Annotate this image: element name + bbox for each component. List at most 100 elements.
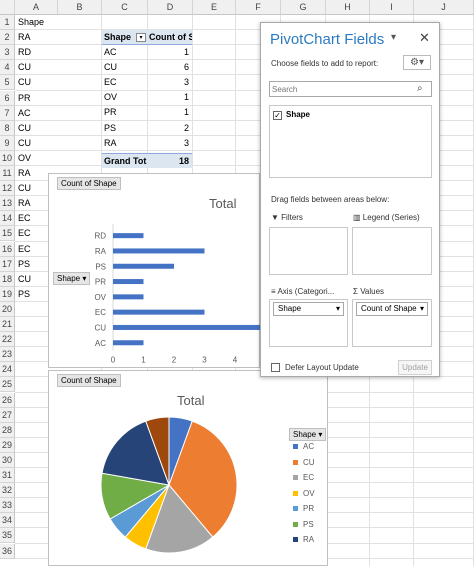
column-header[interactable]: A: [15, 0, 58, 15]
cell-a[interactable]: CU: [18, 77, 31, 88]
column-header[interactable]: J: [414, 0, 474, 15]
cell-a[interactable]: PR: [18, 92, 31, 103]
cell-a[interactable]: EC: [18, 228, 31, 239]
pivot-row-count[interactable]: 6: [183, 62, 189, 73]
row-header[interactable]: 17: [0, 256, 15, 272]
row-header[interactable]: 15: [0, 226, 15, 242]
row-header[interactable]: 35: [0, 528, 15, 544]
row-header[interactable]: 27: [0, 407, 15, 423]
row-header[interactable]: 30: [0, 452, 15, 468]
row-header[interactable]: 25: [0, 377, 15, 393]
filters-drop-area[interactable]: [269, 227, 348, 275]
row-header[interactable]: 20: [0, 301, 15, 317]
pie-legend-field-button[interactable]: Shape ▾: [289, 428, 327, 441]
cell-a[interactable]: RA: [18, 198, 31, 209]
row-header[interactable]: 24: [0, 362, 15, 378]
row-header[interactable]: 22: [0, 332, 15, 348]
row-header[interactable]: 19: [0, 286, 15, 302]
pivot-row-label[interactable]: OV: [104, 92, 118, 103]
row-header[interactable]: 2: [0, 30, 15, 46]
column-header[interactable]: B: [58, 0, 102, 15]
pivot-row-label[interactable]: PR: [104, 107, 117, 118]
pivot-row-label[interactable]: RA: [104, 137, 117, 148]
row-header[interactable]: 18: [0, 271, 15, 287]
row-header[interactable]: 21: [0, 317, 15, 333]
select-all-corner[interactable]: [0, 0, 15, 15]
cell-a[interactable]: AC: [18, 107, 31, 118]
panel-options-chevron-icon[interactable]: ▾: [391, 32, 397, 43]
row-header[interactable]: 33: [0, 498, 15, 514]
row-header[interactable]: 29: [0, 437, 15, 453]
cell-a[interactable]: RA: [18, 32, 31, 43]
update-button[interactable]: Update: [398, 360, 432, 375]
values-drop-area[interactable]: Count of Shape ▾: [352, 299, 432, 347]
row-header[interactable]: 10: [0, 150, 15, 166]
row-header[interactable]: 36: [0, 543, 15, 559]
pivot-row-count[interactable]: 3: [183, 137, 189, 148]
cell-a[interactable]: EC: [18, 243, 31, 254]
filter-dropdown-icon[interactable]: ▾: [136, 33, 146, 42]
row-header[interactable]: 1: [0, 15, 15, 31]
column-header[interactable]: F: [236, 0, 281, 15]
shape-field-label[interactable]: Shape: [286, 110, 311, 119]
pivot-row-count[interactable]: 1: [183, 107, 189, 118]
pivot-row-count[interactable]: 3: [183, 77, 189, 88]
close-icon[interactable]: ✕: [419, 30, 430, 45]
pivot-row-label[interactable]: AC: [104, 47, 117, 57]
column-header[interactable]: E: [193, 0, 236, 15]
cell-a[interactable]: CU: [18, 122, 31, 133]
column-header[interactable]: C: [102, 0, 148, 15]
cell-a[interactable]: RA: [18, 168, 31, 178]
row-header[interactable]: 5: [0, 75, 15, 91]
pivot-row-label[interactable]: CU: [104, 62, 117, 73]
pivot-row-label[interactable]: PS: [104, 122, 117, 133]
column-header[interactable]: I: [370, 0, 414, 15]
pie-chart-value-field-button[interactable]: Count of Shape: [57, 374, 121, 387]
search-input[interactable]: [272, 83, 412, 95]
row-header[interactable]: 14: [0, 211, 15, 227]
pivot-row-count[interactable]: 1: [183, 47, 189, 57]
pivot-row-count[interactable]: 2: [183, 122, 189, 133]
row-header[interactable]: 4: [0, 60, 15, 76]
pie-chart[interactable]: Count of Shape Total Shape ▾ AC CU EC OV PR P…: [48, 370, 328, 566]
pivot-header-count[interactable]: Count of Shape: [148, 30, 192, 45]
shape-field-checkbox[interactable]: ✓: [273, 111, 282, 120]
row-header[interactable]: 8: [0, 120, 15, 136]
pivot-row-label[interactable]: EC: [104, 77, 117, 88]
column-header[interactable]: H: [326, 0, 370, 15]
bar-chart-axis-field-button[interactable]: Shape ▾: [53, 272, 91, 285]
cell-a[interactable]: CU: [18, 137, 31, 148]
cell-a[interactable]: CU: [18, 183, 31, 194]
row-header[interactable]: 23: [0, 347, 15, 363]
cell-a[interactable]: PS: [18, 258, 31, 269]
cell-a[interactable]: CU: [18, 62, 31, 73]
column-header[interactable]: G: [281, 0, 326, 15]
bar-chart-value-field-button[interactable]: Count of Shape: [57, 177, 121, 190]
row-header[interactable]: 13: [0, 196, 15, 212]
column-header[interactable]: D: [148, 0, 193, 15]
cell-a[interactable]: CU: [18, 273, 31, 284]
axis-shape-item[interactable]: Shape ▾: [273, 302, 344, 316]
row-header[interactable]: 7: [0, 105, 15, 121]
defer-layout-checkbox[interactable]: [271, 363, 280, 372]
cell-a[interactable]: Shape: [18, 17, 45, 27]
cell-a[interactable]: RD: [18, 47, 31, 58]
cell-a[interactable]: EC: [18, 213, 31, 224]
cell-a[interactable]: OV: [18, 152, 32, 163]
row-header[interactable]: 16: [0, 241, 15, 257]
axis-drop-area[interactable]: Shape ▾: [269, 299, 348, 347]
row-header[interactable]: 11: [0, 166, 15, 182]
gear-icon[interactable]: ⚙▾: [403, 55, 431, 70]
values-count-item[interactable]: Count of Shape ▾: [356, 302, 428, 316]
row-header[interactable]: 3: [0, 45, 15, 61]
cell-a[interactable]: PS: [18, 288, 31, 299]
row-header[interactable]: 32: [0, 483, 15, 499]
row-header[interactable]: 31: [0, 468, 15, 484]
row-header[interactable]: 12: [0, 181, 15, 197]
row-header[interactable]: 34: [0, 513, 15, 529]
bar-chart[interactable]: Count of Shape Total 0 1 2 3 4 AC CU EC OV PR PS RA…: [48, 173, 260, 368]
search-field[interactable]: ⌕: [269, 81, 432, 97]
pivot-row-count[interactable]: 1: [183, 92, 189, 103]
row-header[interactable]: 6: [0, 90, 15, 106]
row-header[interactable]: 26: [0, 392, 15, 408]
